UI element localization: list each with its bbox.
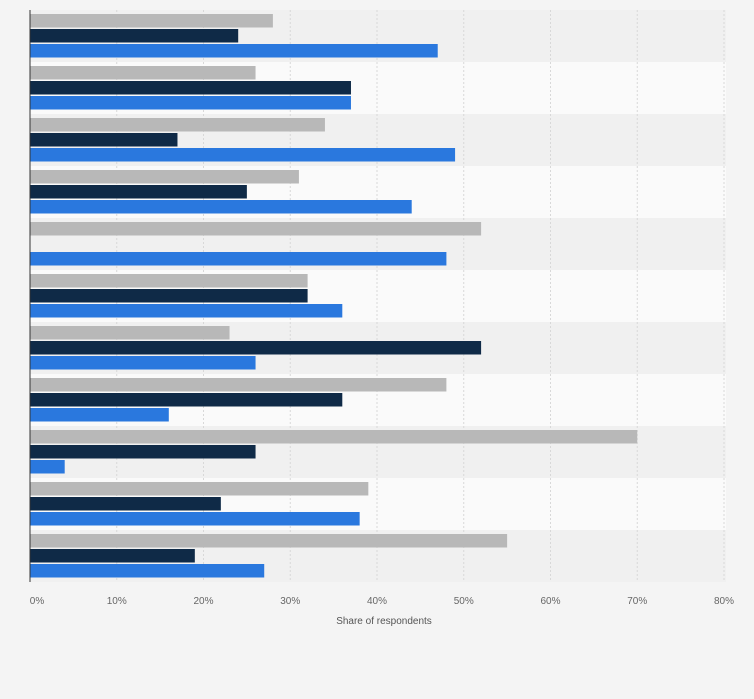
bar[interactable] bbox=[30, 133, 178, 147]
x-tick-label: 60% bbox=[540, 596, 560, 607]
bar[interactable] bbox=[30, 118, 325, 132]
bar[interactable] bbox=[30, 341, 482, 355]
x-axis-title: Share of respondents bbox=[336, 616, 432, 627]
x-tick-label: 30% bbox=[280, 596, 300, 607]
bar[interactable] bbox=[30, 29, 239, 43]
bar[interactable] bbox=[30, 430, 638, 444]
bar[interactable] bbox=[30, 170, 299, 184]
bar[interactable] bbox=[30, 44, 438, 58]
bar[interactable] bbox=[30, 66, 256, 80]
bar[interactable] bbox=[30, 326, 230, 340]
bar[interactable] bbox=[30, 222, 482, 236]
bar[interactable] bbox=[30, 96, 351, 110]
bar[interactable] bbox=[30, 185, 247, 199]
x-tick-label: 70% bbox=[627, 596, 647, 607]
bar[interactable] bbox=[30, 289, 308, 303]
x-tick-label: 40% bbox=[367, 596, 387, 607]
bar[interactable] bbox=[30, 304, 343, 318]
x-tick-label: 10% bbox=[107, 596, 127, 607]
bar[interactable] bbox=[30, 14, 273, 28]
x-tick-label: 20% bbox=[193, 596, 213, 607]
bar[interactable] bbox=[30, 274, 308, 288]
x-tick-label: 50% bbox=[454, 596, 474, 607]
x-tick-label: 0% bbox=[30, 596, 45, 607]
x-tick-label: 80% bbox=[714, 596, 734, 607]
bar[interactable] bbox=[30, 408, 169, 422]
bars bbox=[30, 14, 638, 578]
bar[interactable] bbox=[30, 148, 456, 162]
bar[interactable] bbox=[30, 81, 351, 95]
bar[interactable] bbox=[30, 482, 369, 496]
bar[interactable] bbox=[30, 549, 195, 563]
bar[interactable] bbox=[30, 564, 265, 578]
bar[interactable] bbox=[30, 378, 447, 392]
x-axis-ticks: 0% 10% 20% 30% 40% 50% 60% 70% 80% bbox=[30, 596, 734, 607]
bar[interactable] bbox=[30, 393, 343, 407]
bar[interactable] bbox=[30, 356, 256, 370]
bar[interactable] bbox=[30, 512, 360, 526]
bar[interactable] bbox=[30, 534, 508, 548]
bar[interactable] bbox=[30, 445, 256, 459]
bar[interactable] bbox=[30, 497, 221, 511]
bar[interactable] bbox=[30, 460, 65, 474]
bar[interactable] bbox=[30, 252, 447, 266]
bar[interactable] bbox=[30, 200, 412, 214]
